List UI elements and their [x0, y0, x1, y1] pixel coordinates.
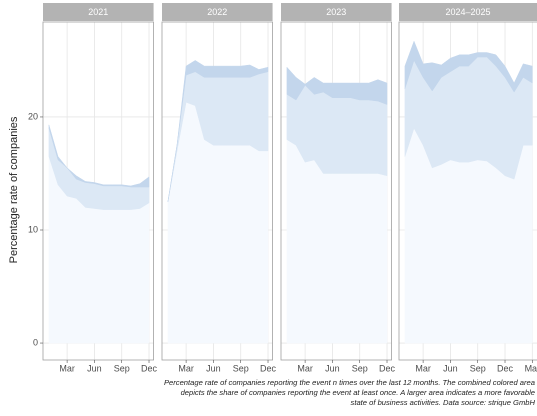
area-layer	[167, 60, 269, 202]
facet-panel: 2023 Mar Jun Sep Dec	[280, 3, 396, 373]
y-tick-label: 0	[33, 337, 38, 347]
x-tick-label: Mar	[59, 363, 75, 373]
x-tick-label: Jun	[443, 363, 458, 373]
x-tick-label: Mar	[178, 363, 194, 373]
x-tick-label: Sep	[470, 363, 486, 373]
x-tick-label: Dec	[260, 363, 277, 373]
facet-title: 2022	[207, 7, 227, 17]
caption: depicts the share of companies reporting…	[181, 388, 535, 397]
facet-strip	[281, 3, 392, 21]
x-tick-label: Jun	[325, 363, 340, 373]
panel-frame	[161, 21, 273, 361]
facet-strip	[43, 3, 154, 21]
area-layer	[404, 40, 533, 93]
x-tick-label: Jun	[206, 363, 221, 373]
facet-panel: 2024–2025 Mar Jun Sep Dec Mar	[398, 3, 537, 373]
facet-strip	[399, 3, 537, 21]
area-layer	[48, 124, 150, 188]
x-tick-label: Sep	[233, 363, 249, 373]
x-tick-label: Mar	[525, 363, 537, 373]
x-tick-label: Jun	[87, 363, 102, 373]
facet-panel: 2021 Mar Jun Sep Dec 0 10 20	[28, 3, 158, 373]
caption: state of business activities. Data sourc…	[351, 398, 536, 407]
panel-frame	[398, 21, 537, 361]
facet-title: 2021	[88, 7, 108, 17]
facet-title: 2023	[326, 7, 346, 17]
facet-title: 2024–2025	[445, 7, 490, 17]
panel-frame	[42, 21, 154, 361]
panel-frame	[280, 21, 392, 361]
x-tick-label: Dec	[141, 363, 158, 373]
x-tick-label: Dec	[379, 363, 396, 373]
x-tick-label: Sep	[114, 363, 130, 373]
y-tick-label: 10	[28, 224, 38, 234]
x-tick-label: Mar	[297, 363, 313, 373]
x-tick-label: Dec	[497, 363, 514, 373]
y-tick-label: 20	[28, 111, 38, 121]
caption: Percentage rate of companies reporting t…	[164, 378, 535, 387]
area-layer	[286, 66, 388, 105]
x-tick-label: Sep	[352, 363, 368, 373]
facet-panel: 2022 Mar Jun Sep Dec	[161, 3, 277, 373]
y-axis-title: Percentage rate of companies	[8, 116, 20, 263]
x-tick-label: Mar	[415, 363, 431, 373]
facet-strip	[162, 3, 273, 21]
